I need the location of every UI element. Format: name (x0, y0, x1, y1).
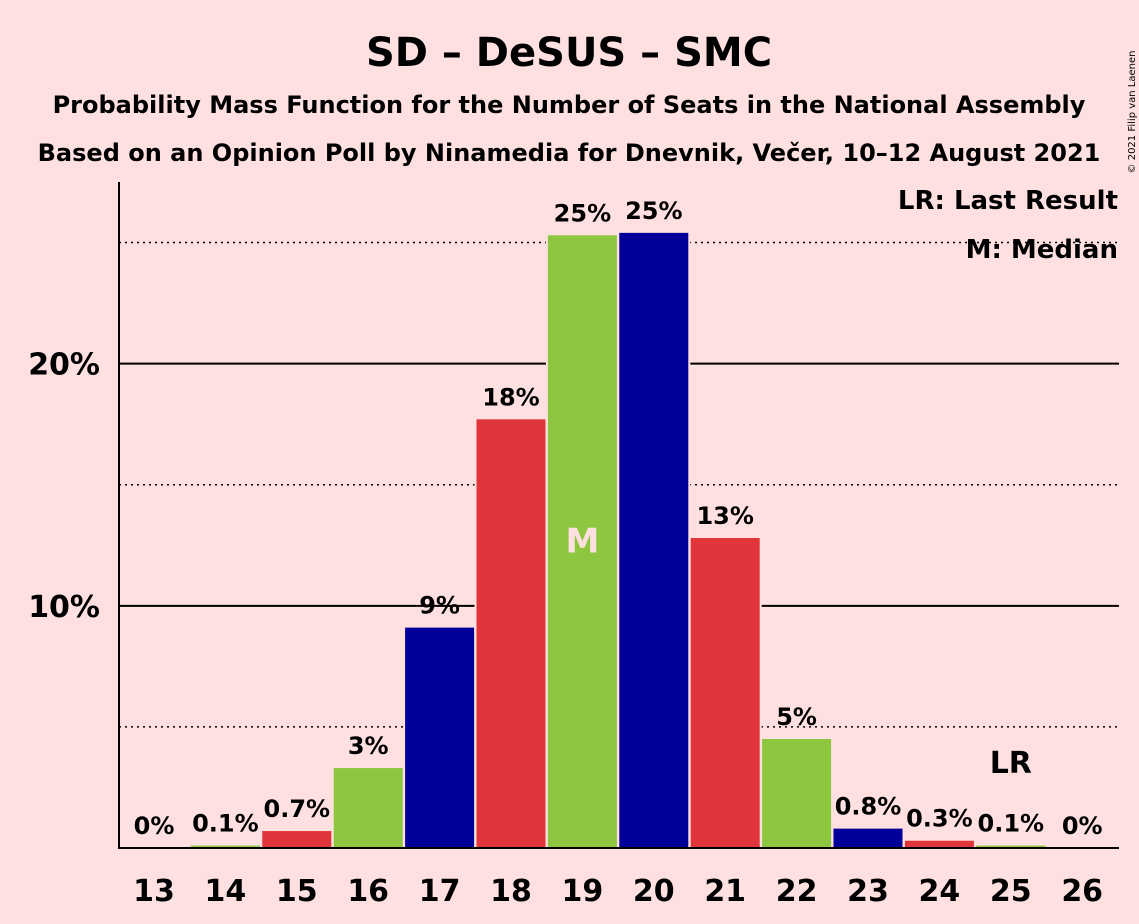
x-tick-label-13: 13 (133, 874, 175, 909)
x-tick-label-25: 25 (990, 874, 1032, 909)
data-label-20: 25% (625, 197, 682, 225)
bar-seats-18 (476, 419, 546, 848)
last-result-marker: LR (990, 746, 1032, 781)
x-tick-label-16: 16 (347, 874, 389, 909)
median-marker: M (565, 522, 599, 562)
x-tick-label-24: 24 (919, 874, 961, 909)
x-tick-label-19: 19 (562, 874, 604, 909)
data-label-18: 18% (482, 383, 539, 411)
data-label-14: 0.1% (192, 810, 259, 838)
y-tick-label: 20% (28, 348, 100, 383)
x-tick-label-14: 14 (205, 874, 247, 909)
chart-title: SD – DeSUS – SMC (366, 30, 772, 76)
x-tick-label-17: 17 (419, 874, 461, 909)
bar-seats-24 (904, 840, 974, 848)
bar-seats-16 (333, 768, 403, 848)
bar-seats-20 (619, 232, 689, 849)
x-tick-label-23: 23 (847, 874, 889, 909)
bar-seats-14 (190, 845, 260, 848)
bar-seats-15 (262, 831, 332, 848)
x-tick-label-26: 26 (1061, 874, 1103, 909)
data-label-22: 5% (776, 703, 817, 731)
copyright-notice: © 2021 Filip van Laenen (1127, 51, 1138, 174)
x-tick-label-22: 22 (776, 874, 818, 909)
chart-subtitle-1: Probability Mass Function for the Number… (53, 91, 1086, 119)
legend-last-result: LR: Last Result (898, 186, 1118, 216)
data-label-23: 0.8% (835, 793, 902, 821)
bar-seats-17 (405, 627, 475, 848)
legend: LR: Last Result M: Median (898, 186, 1118, 265)
bar-seats-21 (690, 538, 760, 848)
x-tick-label-15: 15 (276, 874, 318, 909)
data-label-26: 0% (1062, 812, 1103, 840)
x-tick-label-20: 20 (633, 874, 675, 909)
data-label-24: 0.3% (906, 805, 973, 833)
bar-seats-25 (976, 845, 1046, 848)
data-label-17: 9% (419, 592, 460, 620)
x-tick-label-21: 21 (704, 874, 746, 909)
data-label-13: 0% (134, 812, 175, 840)
data-label-21: 13% (696, 502, 753, 530)
chart-subtitle-2: Based on an Opinion Poll by Ninamedia fo… (38, 139, 1101, 167)
y-tick-label: 10% (28, 590, 100, 625)
data-label-19: 25% (554, 199, 611, 227)
bar-seats-23 (833, 828, 903, 848)
data-label-15: 0.7% (264, 795, 331, 823)
data-label-16: 3% (348, 732, 389, 760)
x-tick-label-18: 18 (490, 874, 532, 909)
bar-seats-19 (547, 235, 617, 848)
bar-seats-22 (762, 739, 832, 848)
data-label-25: 0.1% (978, 810, 1045, 838)
legend-median: M: Median (966, 235, 1118, 265)
